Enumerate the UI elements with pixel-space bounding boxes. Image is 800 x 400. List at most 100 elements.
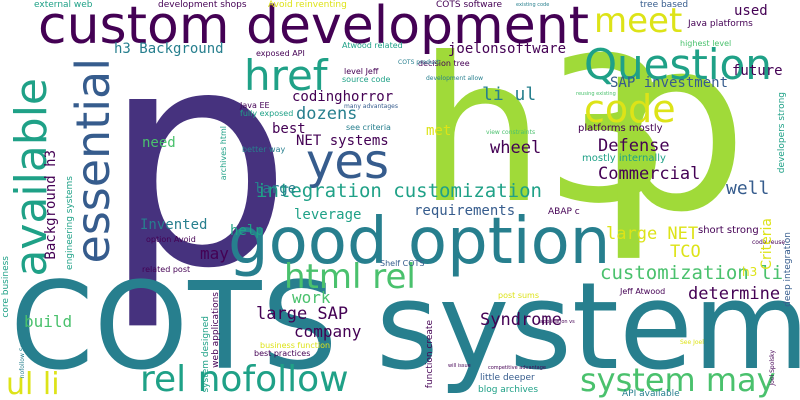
word-company: company [294,322,362,341]
word-href: href [244,51,328,100]
word-archives-html: archives html [219,126,228,181]
word-external-web: external web [34,0,93,10]
word-cots-product: COTS product [398,59,440,66]
word-better-way: better way [242,145,286,154]
word-reusing-existing: reusing existing [576,91,616,97]
word-dozens: dozens [296,104,358,124]
word-integration-customization: integration customization [256,180,542,202]
word-p-big: p [102,0,293,334]
word-shelf-cots: Shelf COTS [380,259,425,268]
word-p-right: p [596,0,749,265]
word-codinghorror: codinghorror [292,89,394,105]
word-exposed-api: exposed API [256,49,305,58]
word-java-platforms: Java platforms [688,19,753,29]
word-many-advantages: many advantages [344,103,398,110]
word-jeff-atwood: Jeff Atwood [620,287,666,296]
word-well: well [726,178,770,199]
word-net-systems: NET systems [296,133,389,149]
word-wheel: wheel [490,138,542,158]
word-application-vs: application vs [540,319,575,325]
word-existing-code: existing code [516,2,550,8]
word-little-deeper: little deeper [480,373,535,383]
word-code: code [584,87,676,131]
word-defense: Defense [598,136,670,156]
word-system-may: system may [580,361,776,399]
word-sap-investment: SAP investment [610,75,729,91]
word-function-create: function create [425,320,435,389]
word-used: used [734,3,768,19]
word-view-constraints: view constraints [486,129,536,136]
word-decision-tree: decision tree [418,59,470,68]
word-yes: yes [306,134,389,190]
word-blog-archives: blog archives [478,385,539,395]
word-commercial: Commercial [598,164,701,184]
word-will-issue: will issue [448,363,471,369]
word-build: build [24,312,73,331]
word-good-option: good option [228,205,611,279]
word-competitive-advantage: competitive advantage [488,365,546,371]
word-highest-level: highest level [680,39,732,48]
word-li-ul: li ul [482,84,537,105]
word-met: met [426,123,452,139]
word-best: best [272,121,306,137]
word-h3-big: h3 [418,15,673,248]
word-requirements: requirements [414,203,516,219]
word-abap-c: ABAP c [548,207,580,217]
word-atwood-related: Atwood related [342,41,403,50]
word-development-allow: development allow [426,75,484,82]
word-cots-system: COTS system [10,258,800,397]
word-may: may [200,244,229,263]
word-syndrome: Syndrome [480,310,562,330]
word-h3-tail: h3 [742,265,758,279]
word-mostly-internally: mostly internally [582,153,666,164]
word-tco: TCO [670,242,701,262]
word-custom-development: custom development [38,0,590,56]
word-related-post: related post [142,265,191,274]
word-customization-li: customization li [600,262,784,284]
word-best-practices: best practices [254,349,311,358]
word-fully-exposed: fully exposed [240,109,294,118]
word-criteria: Criteria [759,218,775,270]
word-core-business: core business [1,256,11,318]
word-platforms-mostly: platforms mostly [578,123,663,134]
word-business-function: business function [260,341,331,350]
word-question: Question [584,40,772,89]
word-joelonsoftware: joelonsoftware [448,41,567,57]
word-leverage: leverage [294,207,362,223]
word-ul-li: ul li [6,367,60,400]
word-deep-integration: deep integration [783,232,793,307]
word-web-applications: web applications [211,292,221,368]
word-cots-software: COTS software [436,0,503,10]
word-post-sums: post sums [498,291,540,300]
word-development-shops: development shops [158,0,247,10]
word-system-designed: system designed [201,316,211,393]
word-avoid-reinventing: Avoid reinventing [268,0,347,10]
word-determine: determine [688,284,781,304]
word-large-net: large NET [606,224,699,244]
word-option-avoid: option Avoid [146,235,196,244]
word-see-criteria: see criteria [346,123,391,132]
word-level-jeff: level Jeff [344,67,379,76]
word-rel-nofollow: rel nofollow [140,359,349,400]
word-h3-background: h3 Background [114,41,224,57]
word-short-strong: short strong [698,225,759,236]
word-help: help [230,223,264,239]
word-java-ee: Java EE [240,101,270,110]
word-code-reuse: code reuse [752,239,786,246]
word-api-available: API available [622,389,680,399]
word-large: large [254,181,297,197]
word-essential: essential [66,58,120,264]
word-meet: meet [594,1,683,41]
word-need: need [142,135,176,151]
word-background-h3: Background h3 [43,150,59,260]
word-tree-based: tree based [640,0,689,10]
word-engineering-systems: engineering systems [65,176,75,270]
word-large-sap: large SAP [256,304,349,324]
word-nofollow-see: nofollow See [19,340,26,379]
word-see-joel: See Joel [680,339,704,346]
word-work: work [292,288,331,307]
word-html-rel: html rel [284,257,416,297]
word-future: future [732,63,783,79]
word-developers-strong: developers strong [777,92,787,174]
